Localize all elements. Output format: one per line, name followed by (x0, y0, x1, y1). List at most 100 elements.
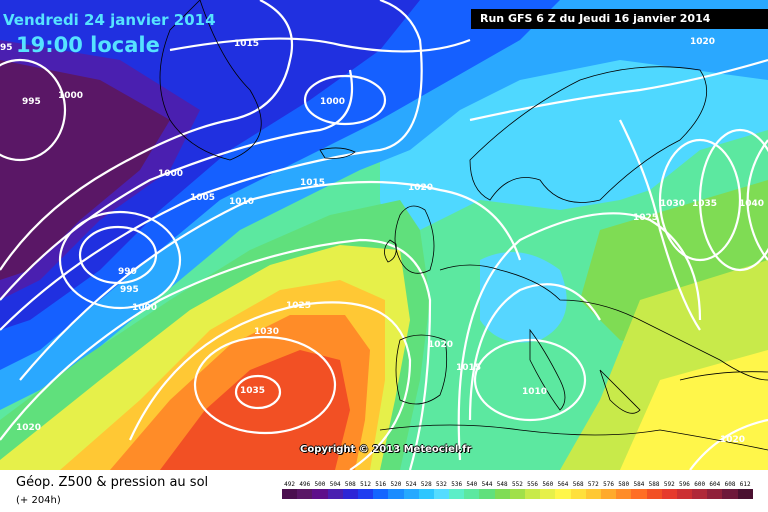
scale-swatch (631, 489, 647, 499)
scale-cell: 548 (494, 479, 510, 503)
isobar-1000-north (303, 74, 387, 126)
scale-swatch (661, 489, 677, 499)
isobar-1005 (0, 69, 354, 301)
scale-swatch (525, 489, 541, 499)
scale-cell: 528 (418, 479, 434, 503)
scale-cell: 556 (525, 479, 541, 503)
isobar-1000 (0, 0, 294, 271)
scale-cell: 560 (540, 479, 556, 503)
scale-swatch (479, 489, 495, 499)
scale-tick-label: 512 (360, 481, 371, 488)
scale-tick-label: 508 (344, 481, 356, 488)
isobar-label: 995 (22, 97, 41, 107)
scale-swatch (449, 489, 465, 499)
pressure-map: 995 1000 1015 1000 1000 1005 1010 1015 1… (0, 0, 768, 470)
z500-field-eastern-yellow (620, 350, 768, 470)
model-run-label: Run GFS 6 Z du Jeudi 16 janvier 2014 (471, 9, 768, 29)
isobar-label: 1000 (58, 91, 83, 101)
scale-cell: 572 (585, 479, 601, 503)
scale-cell: 544 (479, 479, 495, 503)
isobar-label: 1000 (320, 97, 345, 107)
isobar-label: 1020 (428, 340, 453, 350)
scale-tick-label: 596 (679, 481, 690, 488)
isobar-label: 1030 (660, 199, 685, 209)
italy-coast (529, 328, 566, 411)
scale-tick-label: 600 (694, 481, 706, 488)
scale-tick-label: 552 (511, 481, 523, 488)
isobar-label: 1040 (739, 199, 764, 209)
scale-cell: 580 (616, 479, 632, 503)
scale-swatch (464, 489, 480, 499)
scale-swatch (737, 489, 753, 499)
scale-swatch (373, 489, 389, 499)
scandinavia-coast (469, 66, 707, 203)
isobar-995 (58, 210, 182, 310)
isobar-label: 1025 (286, 301, 311, 311)
scale-tick-label: 576 (603, 481, 614, 488)
scale-cell: 600 (692, 479, 708, 503)
scale-tick-label: 496 (299, 481, 311, 488)
isobar-label: 1030 (254, 327, 279, 337)
scale-swatch (646, 489, 662, 499)
scale-swatch (297, 489, 313, 499)
scale-swatch (616, 489, 632, 499)
scale-cell: 576 (600, 479, 617, 503)
isobar-1030 (193, 335, 337, 435)
scale-tick-label: 592 (663, 481, 675, 488)
scale-tick-label: 532 (436, 481, 447, 488)
coastlines (159, 0, 768, 451)
forecast-local-time: 19:00 locale (16, 33, 160, 57)
isobar-label: 1025 (633, 213, 658, 223)
isobar-1025-east (619, 119, 701, 331)
scale-tick-label: 548 (496, 481, 508, 488)
scale-tick-label: 516 (375, 481, 387, 488)
scale-swatch (342, 489, 358, 499)
forecast-date: Vendredi 24 janvier 2014 (3, 11, 216, 29)
scale-cell: 520 (388, 479, 404, 503)
scale-cell: 496 (297, 479, 313, 503)
scale-swatch (585, 489, 601, 499)
isobar-label: 1020 (690, 37, 715, 47)
scale-tick-label: 612 (739, 481, 751, 488)
scale-tick-label: 604 (709, 481, 721, 488)
scale-swatch (555, 489, 571, 499)
iceland-coast (319, 147, 356, 159)
isobar-label: 995 (120, 285, 139, 295)
isobar-1030-east (658, 138, 742, 262)
isobar-1020-west (0, 238, 432, 470)
isobar-label: 1000 (158, 169, 183, 179)
isobar-1015 (19, 180, 522, 381)
isobar-1020-arctic (469, 58, 768, 122)
scale-swatch (540, 489, 556, 499)
scale-tick-label: 544 (481, 481, 493, 488)
isobar-1020-se (689, 418, 768, 470)
isobar-label: 1035 (692, 199, 717, 209)
scale-tick-label: 504 (329, 481, 341, 488)
isobar-label: 1005 (190, 193, 215, 203)
turkey-coast (679, 371, 768, 381)
isobar-label: 1015 (234, 39, 259, 49)
scale-tick-label: 580 (618, 481, 630, 488)
iberia-coast (395, 334, 448, 405)
scale-tick-label: 568 (572, 481, 584, 488)
scale-cell: 524 (403, 479, 419, 503)
isobar-label: 1020 (720, 435, 745, 445)
scale-swatch (433, 489, 450, 499)
greece-coast (599, 369, 641, 414)
isobar-1025 (128, 301, 412, 470)
scale-tick-label: 556 (527, 481, 539, 488)
isobar-1035 (234, 374, 282, 410)
isobar-label: 1020 (16, 423, 41, 433)
scale-swatch (707, 489, 723, 499)
scale-cell: 492 (282, 479, 298, 503)
scale-cell: 608 (722, 479, 738, 503)
legend-title: Géop. Z500 & pression au sol (16, 475, 209, 490)
scale-swatch (509, 489, 525, 499)
scale-cell: 532 (433, 479, 450, 503)
scale-swatch (327, 489, 343, 499)
scale-tick-label: 560 (542, 481, 554, 488)
isobar-995-west (0, 58, 67, 162)
scale-tick-label: 524 (405, 481, 417, 488)
scale-cell: 540 (464, 479, 480, 503)
